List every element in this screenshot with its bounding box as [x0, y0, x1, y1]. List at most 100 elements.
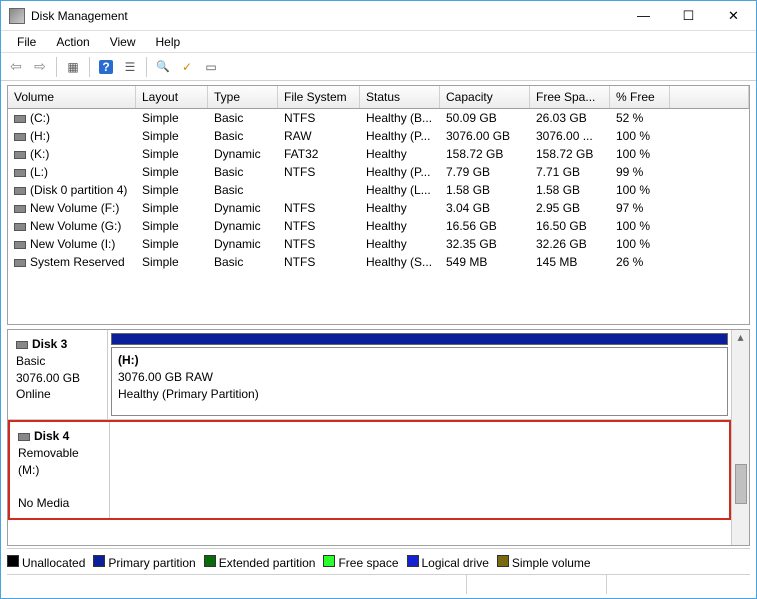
cell-layout: Simple — [136, 218, 208, 234]
statusbar-segment — [7, 575, 467, 594]
column-header[interactable]: Status — [360, 86, 440, 108]
action-button[interactable] — [176, 56, 198, 78]
column-header[interactable]: Volume — [8, 86, 136, 108]
legend-swatch — [7, 555, 19, 567]
cell-pct: 100 % — [610, 218, 670, 234]
legend-item: Free space — [323, 555, 398, 570]
toolbar-separator — [89, 57, 90, 77]
cell-pct: 52 % — [610, 110, 670, 126]
cell-free: 2.95 GB — [530, 200, 610, 216]
column-header[interactable]: Free Spa... — [530, 86, 610, 108]
disk-icon — [16, 341, 28, 349]
menu-action[interactable]: Action — [46, 33, 99, 51]
maximize-button[interactable]: ☐ — [666, 2, 711, 30]
partition-box[interactable]: (H:)3076.00 GB RAWHealthy (Primary Parti… — [111, 347, 728, 416]
cell-type: Basic — [208, 110, 278, 126]
disk-partitions — [110, 422, 729, 518]
cell-fs: NTFS — [278, 200, 360, 216]
cell-fs: NTFS — [278, 236, 360, 252]
close-button[interactable]: ✕ — [711, 2, 756, 30]
cell-type: Basic — [208, 164, 278, 180]
column-header[interactable]: Layout — [136, 86, 208, 108]
cell-fs: FAT32 — [278, 146, 360, 162]
volume-icon — [14, 169, 26, 177]
menu-help[interactable]: Help — [146, 33, 191, 51]
help-button[interactable] — [95, 56, 117, 78]
cell-layout: Simple — [136, 128, 208, 144]
volume-icon — [14, 223, 26, 231]
minimize-button[interactable]: — — [621, 2, 666, 30]
cell-layout: Simple — [136, 146, 208, 162]
cell-capacity: 549 MB — [440, 254, 530, 270]
cell-status: Healthy — [360, 146, 440, 162]
disk-graphical-view: Disk 3Basic3076.00 GBOnline(H:)3076.00 G… — [7, 329, 750, 546]
statusbar-segment — [467, 575, 607, 594]
cell-status: Healthy (B... — [360, 110, 440, 126]
cell-capacity: 32.35 GB — [440, 236, 530, 252]
cell-type: Dynamic — [208, 218, 278, 234]
refresh-button[interactable] — [152, 56, 174, 78]
menu-view[interactable]: View — [100, 33, 146, 51]
properties-button[interactable] — [119, 56, 141, 78]
disk-row[interactable]: Disk 3Basic3076.00 GBOnline(H:)3076.00 G… — [8, 330, 731, 420]
back-button[interactable] — [5, 56, 27, 78]
column-header[interactable]: File System — [278, 86, 360, 108]
volume-row[interactable]: (Disk 0 partition 4)SimpleBasicHealthy (… — [8, 181, 749, 199]
column-header[interactable]: Type — [208, 86, 278, 108]
column-header[interactable]: Capacity — [440, 86, 530, 108]
volume-row[interactable]: New Volume (G:)SimpleDynamicNTFSHealthy1… — [8, 217, 749, 235]
cell-type: Basic — [208, 128, 278, 144]
cell-free: 16.50 GB — [530, 218, 610, 234]
cell-type: Dynamic — [208, 236, 278, 252]
cell-fs: NTFS — [278, 164, 360, 180]
cell-free: 3076.00 ... — [530, 128, 610, 144]
volume-icon — [14, 205, 26, 213]
volume-row[interactable]: System ReservedSimpleBasicNTFSHealthy (S… — [8, 253, 749, 271]
window-controls: — ☐ ✕ — [621, 2, 756, 30]
cell-status: Healthy (L... — [360, 182, 440, 198]
volume-row[interactable]: (L:)SimpleBasicNTFSHealthy (P...7.79 GB7… — [8, 163, 749, 181]
forward-button[interactable] — [29, 56, 51, 78]
volume-row[interactable]: (H:)SimpleBasicRAWHealthy (P...3076.00 G… — [8, 127, 749, 145]
disk-row[interactable]: Disk 4Removable (M:)No Media — [8, 420, 731, 520]
cell-status: Healthy — [360, 218, 440, 234]
volume-row[interactable]: New Volume (I:)SimpleDynamicNTFSHealthy3… — [8, 235, 749, 253]
partition-bar — [111, 333, 728, 345]
disk-info: Disk 3Basic3076.00 GBOnline — [8, 330, 108, 419]
vertical-scrollbar[interactable] — [731, 330, 749, 545]
cell-type: Dynamic — [208, 146, 278, 162]
cell-volume: (Disk 0 partition 4) — [8, 182, 136, 198]
volume-list: VolumeLayoutTypeFile SystemStatusCapacit… — [7, 85, 750, 325]
legend-swatch — [93, 555, 105, 567]
cell-pct: 97 % — [610, 200, 670, 216]
cell-volume: (K:) — [8, 146, 136, 162]
cell-free: 158.72 GB — [530, 146, 610, 162]
column-header[interactable]: % Free — [610, 86, 670, 108]
volume-row[interactable]: (C:)SimpleBasicNTFSHealthy (B...50.09 GB… — [8, 109, 749, 127]
cell-status: Healthy (P... — [360, 128, 440, 144]
cell-layout: Simple — [136, 200, 208, 216]
view-button[interactable] — [200, 56, 222, 78]
cell-pct: 100 % — [610, 128, 670, 144]
volume-icon — [14, 187, 26, 195]
cell-type: Basic — [208, 182, 278, 198]
cell-volume: (H:) — [8, 128, 136, 144]
volume-icon — [14, 151, 26, 159]
volume-row[interactable]: (K:)SimpleDynamicFAT32Healthy158.72 GB15… — [8, 145, 749, 163]
volume-row[interactable]: New Volume (F:)SimpleDynamicNTFSHealthy3… — [8, 199, 749, 217]
legend-swatch — [497, 555, 509, 567]
cell-type: Basic — [208, 254, 278, 270]
scroll-up-icon[interactable] — [737, 330, 743, 344]
column-header-extra — [670, 86, 749, 108]
cell-capacity: 1.58 GB — [440, 182, 530, 198]
cell-fs — [278, 182, 360, 198]
legend: UnallocatedPrimary partitionExtended par… — [7, 548, 750, 572]
show-hide-tree-button[interactable] — [62, 56, 84, 78]
toolbar — [1, 53, 756, 81]
scrollbar-thumb[interactable] — [735, 464, 747, 504]
cell-capacity: 16.56 GB — [440, 218, 530, 234]
menu-file[interactable]: File — [7, 33, 46, 51]
cell-fs: NTFS — [278, 254, 360, 270]
cell-volume: New Volume (G:) — [8, 218, 136, 234]
legend-item: Simple volume — [497, 555, 591, 570]
